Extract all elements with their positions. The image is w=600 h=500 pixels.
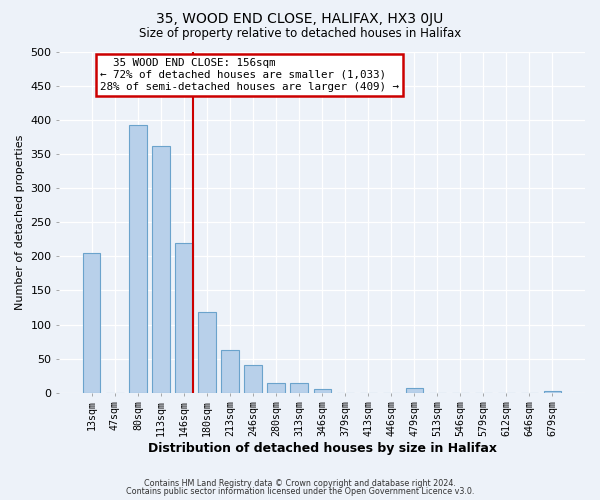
Bar: [268, 382, 285, 393]
Bar: [175, 242, 193, 393]
Bar: [221, 350, 239, 393]
Bar: [544, 392, 561, 393]
Bar: [129, 124, 146, 393]
Text: 35, WOOD END CLOSE, HALIFAX, HX3 0JU: 35, WOOD END CLOSE, HALIFAX, HX3 0JU: [157, 12, 443, 26]
Bar: [314, 388, 331, 393]
Bar: [199, 312, 215, 393]
Text: Size of property relative to detached houses in Halifax: Size of property relative to detached ho…: [139, 28, 461, 40]
Bar: [244, 365, 262, 393]
Text: Contains HM Land Registry data © Crown copyright and database right 2024.: Contains HM Land Registry data © Crown c…: [144, 478, 456, 488]
Text: Contains public sector information licensed under the Open Government Licence v3: Contains public sector information licen…: [126, 487, 474, 496]
Y-axis label: Number of detached properties: Number of detached properties: [15, 134, 25, 310]
Text: 35 WOOD END CLOSE: 156sqm
← 72% of detached houses are smaller (1,033)
28% of se: 35 WOOD END CLOSE: 156sqm ← 72% of detac…: [100, 58, 399, 92]
X-axis label: Distribution of detached houses by size in Halifax: Distribution of detached houses by size …: [148, 442, 497, 455]
Bar: [83, 253, 100, 393]
Bar: [406, 388, 423, 393]
Bar: [152, 146, 170, 393]
Bar: [290, 382, 308, 393]
